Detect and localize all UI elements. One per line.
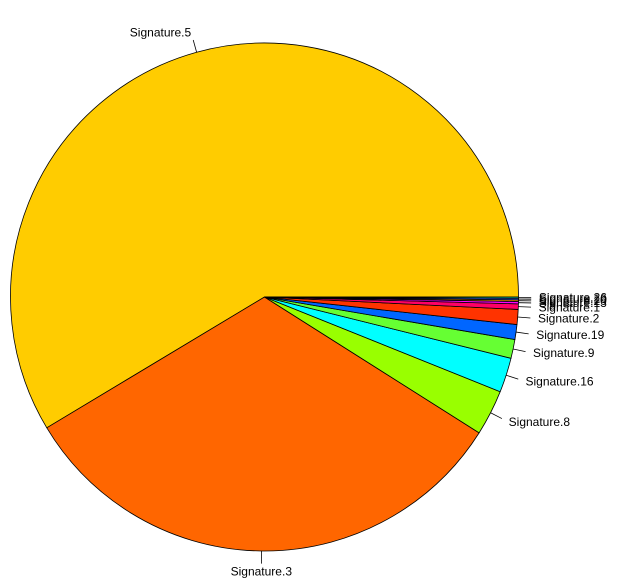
slice-label-signature-20: Signature.20 <box>539 294 607 308</box>
leader-line-signature-5 <box>192 39 198 53</box>
pie-slice-signature-5 <box>10 42 519 429</box>
slice-label-signature-9: Signature.9 <box>533 346 595 360</box>
slice-label-signature-13: Signature.13 <box>539 296 607 310</box>
leader-line-signature-16 <box>506 374 519 380</box>
leader-line-signature-9 <box>513 348 526 352</box>
slice-labels: Signature.5 Signature.3 Signature.8 Signatu… <box>130 26 607 579</box>
slice-label-signature-10: Signature.10 <box>539 292 607 306</box>
pie-slice-signature-3 <box>46 296 480 552</box>
slice-label-signature-8: Signature.8 <box>509 415 571 429</box>
leader-line-signature-19 <box>516 331 529 335</box>
slice-label-signature-5: Signature.5 <box>130 26 192 40</box>
leader-line-signature-2 <box>517 316 531 319</box>
slice-label-signature-2: Signature.2 <box>538 312 600 326</box>
slice-label-signature-1: Signature.1 <box>539 300 601 314</box>
label-leader-lines <box>192 39 532 564</box>
slice-label-signature-16: Signature.16 <box>525 374 593 388</box>
slice-label-signature-3: Signature.3 <box>231 564 293 578</box>
slice-label-signature-19: Signature.19 <box>536 328 604 342</box>
slice-label-signature-26: Signature.26 <box>539 291 607 305</box>
pie-slices <box>10 42 519 552</box>
leader-line-signature-8 <box>490 412 503 419</box>
